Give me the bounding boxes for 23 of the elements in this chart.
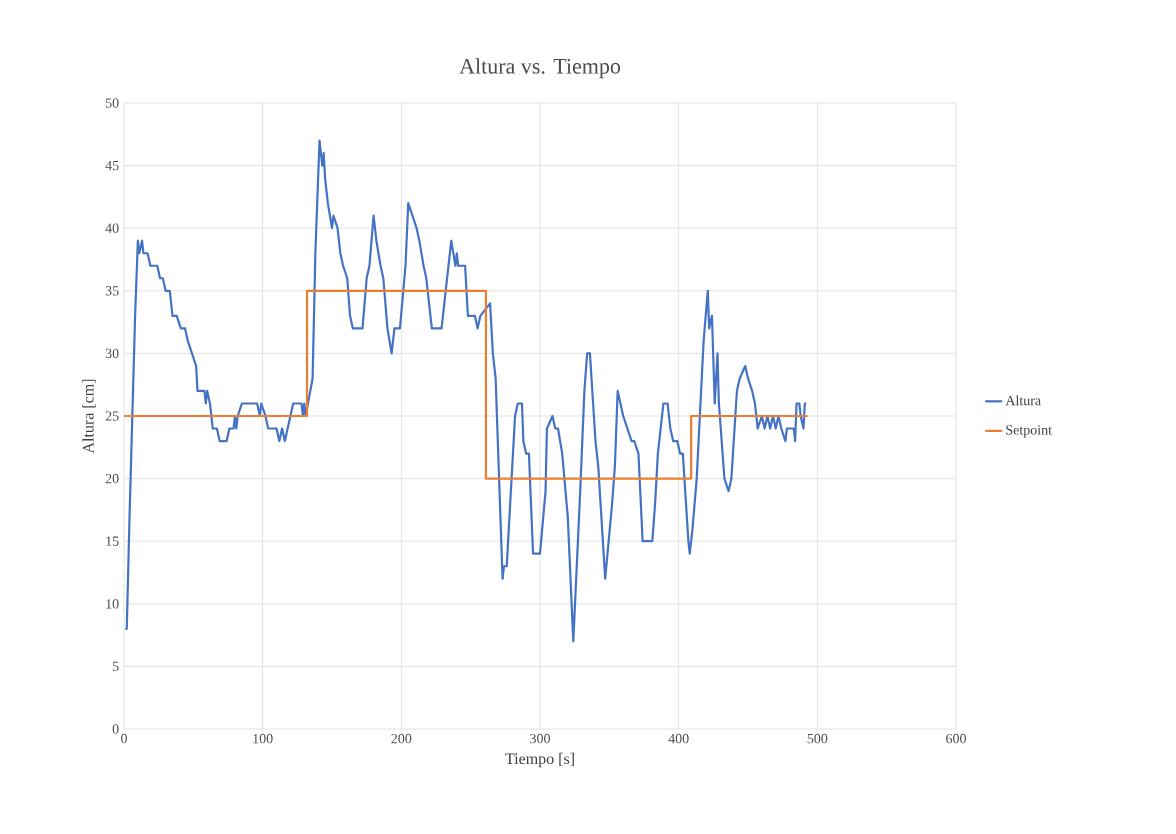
y-tick-label: 5 bbox=[112, 661, 119, 672]
x-tick-label: 200 bbox=[391, 733, 412, 744]
y-tick-label: 15 bbox=[106, 536, 119, 546]
y-tick-label: 45 bbox=[105, 160, 119, 171]
y-tick-label: 0 bbox=[112, 724, 119, 734]
x-tick-label: 600 bbox=[946, 733, 966, 744]
x-tick-label: 100 bbox=[253, 733, 273, 744]
y-tick-label: 25 bbox=[105, 411, 119, 421]
x-tick-label: 300 bbox=[530, 733, 550, 744]
y-tick-label: 40 bbox=[105, 223, 119, 233]
y-tick-label: 20 bbox=[105, 473, 119, 484]
x-axis-title: Tiempo [s] bbox=[505, 752, 574, 768]
x-tick-label: 400 bbox=[668, 733, 689, 744]
x-tick-label: 500 bbox=[807, 733, 828, 744]
y-tick-label: 10 bbox=[106, 599, 119, 609]
legend-label: Altura bbox=[1005, 395, 1041, 406]
y-tick-label: 30 bbox=[105, 348, 119, 359]
y-axis-title: Altura [cm] bbox=[82, 379, 96, 454]
chart-title: Altura vs. Tiempo bbox=[459, 58, 621, 79]
y-tick-label: 35 bbox=[105, 286, 119, 296]
y-tick-label: 50 bbox=[105, 98, 119, 108]
x-tick-label: 0 bbox=[121, 733, 127, 744]
legend-label: Setpoint bbox=[1006, 425, 1052, 438]
